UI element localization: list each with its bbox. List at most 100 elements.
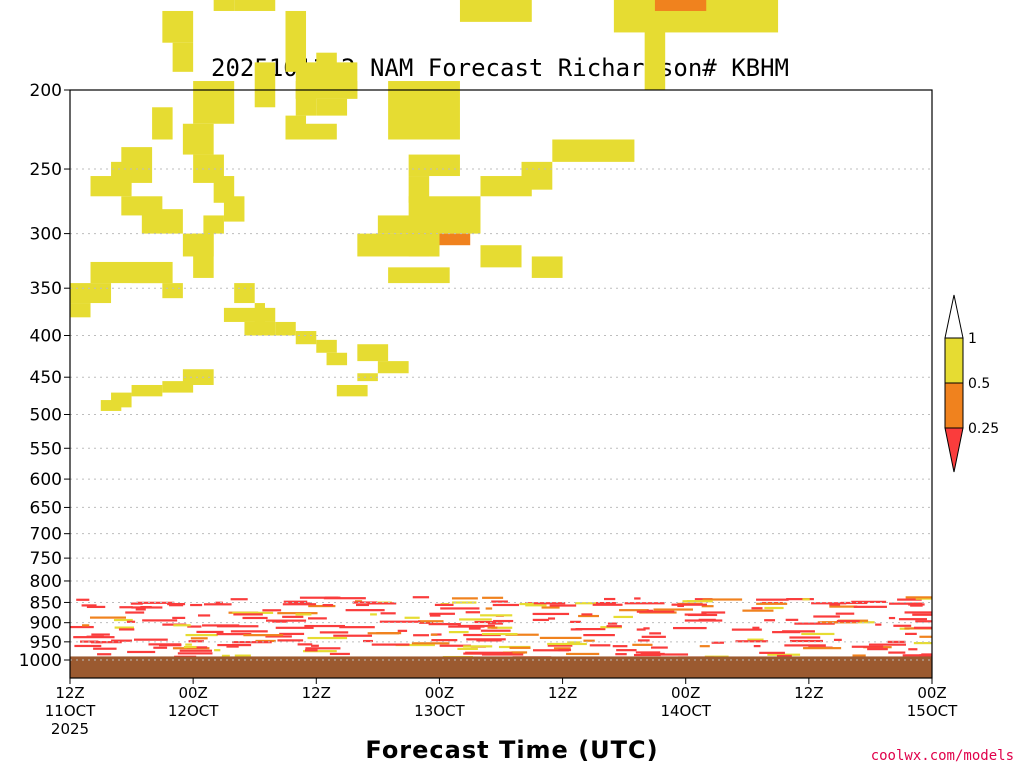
heatmap-cell: [90, 176, 132, 197]
low-level-stripe: [902, 654, 932, 657]
heatmap-cell: [223, 196, 245, 222]
low-level-stripe: [226, 645, 239, 648]
low-level-stripe: [913, 641, 932, 645]
low-level-stripe: [511, 651, 528, 654]
low-level-stripe: [794, 622, 835, 625]
low-level-stripe: [525, 604, 547, 607]
low-level-stripe: [558, 648, 572, 652]
low-level-stripe: [539, 636, 582, 640]
low-level-stripe: [214, 649, 221, 652]
low-level-stripe: [265, 635, 292, 638]
low-level-stripe: [311, 644, 319, 647]
low-level-stripe: [532, 612, 570, 616]
low-level-stripe: [735, 640, 769, 643]
low-level-stripe: [589, 644, 611, 647]
site-credit: coolwx.com/models: [870, 748, 1014, 764]
heatmap-cell: [408, 154, 460, 177]
low-level-stripe: [173, 624, 191, 627]
low-level-stripe: [888, 651, 906, 654]
low-level-stripe: [897, 598, 922, 601]
low-level-stripe: [575, 628, 606, 631]
low-level-stripe: [915, 597, 932, 600]
low-level-stripe: [431, 639, 458, 642]
low-level-stripe: [756, 602, 788, 605]
low-level-stripe: [203, 603, 232, 606]
low-level-stripe: [742, 609, 774, 612]
low-level-stripe: [70, 625, 94, 629]
low-level-stripe: [232, 611, 274, 614]
low-level-stripe: [363, 639, 373, 643]
heatmap-cell: [316, 339, 337, 353]
low-level-stripe: [649, 632, 662, 635]
low-level-stripe: [480, 629, 511, 632]
low-level-stripe: [457, 647, 478, 650]
low-level-stripe: [221, 654, 230, 657]
y-tick-label: 1000: [19, 651, 62, 671]
low-level-stripe: [525, 602, 566, 605]
low-level-stripe: [305, 647, 341, 650]
low-level-stripe: [547, 644, 573, 647]
heatmap-cell: [234, 283, 255, 304]
low-level-stripe: [459, 618, 492, 621]
low-level-stripe: [308, 617, 327, 620]
y-tick-label: 450: [30, 368, 62, 388]
low-level-stripe: [919, 654, 932, 657]
low-level-stripe: [172, 616, 186, 620]
low-level-stripe: [616, 649, 637, 652]
low-level-stripe: [752, 626, 760, 629]
low-level-stripe: [217, 643, 252, 647]
heatmap-cell: [275, 321, 296, 336]
heatmap-cell: [459, 0, 532, 22]
low-level-stripe: [430, 633, 438, 636]
low-level-stripe: [908, 648, 918, 651]
heatmap-cell: [644, 10, 666, 91]
heatmap-cell: [552, 139, 635, 162]
low-level-stripe: [255, 639, 276, 643]
low-level-stripe: [731, 628, 762, 631]
low-level-stripe: [811, 602, 847, 605]
low-level-stripe: [297, 643, 313, 646]
low-level-stripe: [397, 629, 408, 632]
low-level-stripe: [509, 646, 531, 649]
low-level-stripe: [481, 653, 524, 656]
low-level-stripe: [635, 651, 661, 654]
x-axis-label: Forecast Time (UTC): [365, 736, 658, 764]
low-level-stripe: [541, 606, 560, 609]
y-tick-label: 700: [30, 525, 62, 545]
low-level-stripe: [323, 597, 366, 600]
low-level-stripe: [711, 641, 724, 644]
low-level-stripe: [243, 634, 284, 637]
low-level-stripe: [889, 602, 923, 605]
ground-fill: [70, 656, 932, 678]
heatmap-cell: [408, 196, 481, 234]
heatmap-cell: [531, 256, 563, 278]
low-level-stripe: [767, 653, 801, 656]
low-level-stripe: [130, 602, 143, 605]
low-level-stripe: [898, 618, 927, 621]
low-level-stripe: [852, 654, 866, 657]
low-level-stripe: [339, 626, 375, 629]
y-tick-label: 300: [30, 225, 62, 245]
low-level-stripe: [905, 596, 932, 599]
low-level-stripe: [126, 620, 136, 623]
low-level-stripe: [451, 597, 478, 600]
low-level-stripe: [836, 620, 860, 623]
low-level-stripe: [262, 609, 282, 612]
low-level-stripe: [282, 615, 304, 618]
x-tick-label: 11OCT: [45, 702, 96, 720]
low-level-stripe: [913, 626, 932, 629]
low-level-stripe: [429, 614, 441, 617]
low-level-stripe: [751, 607, 763, 610]
low-level-stripe: [835, 612, 855, 615]
low-level-stripe: [604, 602, 614, 605]
low-level-stripe: [111, 639, 133, 642]
low-level-stripe: [574, 602, 597, 605]
colorbar-label: 1: [968, 331, 977, 347]
low-level-stripe: [686, 600, 696, 603]
colorbar-segment: [944, 382, 964, 429]
low-level-stripe: [887, 640, 906, 643]
low-level-stripe: [519, 602, 534, 606]
heatmap-cell: [70, 303, 91, 318]
low-level-stripe: [376, 632, 402, 635]
